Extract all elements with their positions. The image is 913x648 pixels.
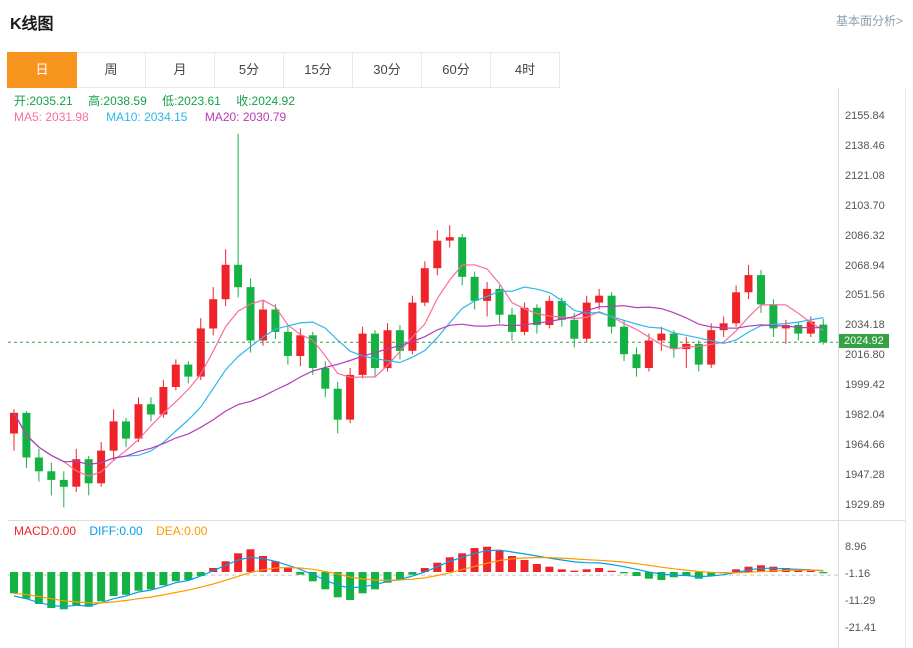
price-tick: 1999.42 bbox=[845, 379, 885, 391]
tab-30min[interactable]: 30分 bbox=[352, 52, 422, 88]
main-chart-canvas[interactable] bbox=[8, 88, 838, 520]
price-tick: 2051.56 bbox=[845, 289, 885, 301]
price-tick: 2068.94 bbox=[845, 260, 885, 272]
tab-4hour[interactable]: 4时 bbox=[490, 52, 560, 88]
tab-5min[interactable]: 5分 bbox=[214, 52, 284, 88]
open-value: 开:2035.21 bbox=[14, 94, 73, 108]
high-value: 高:2038.59 bbox=[88, 94, 147, 108]
tab-month[interactable]: 月 bbox=[145, 52, 215, 88]
macd-panel[interactable]: MACD:0.00 DIFF:0.00 DEA:0.00 bbox=[8, 520, 838, 648]
page-title: K线图 bbox=[10, 16, 54, 33]
ma5-value: MA5: 2031.98 bbox=[14, 110, 89, 124]
macd-chart-canvas[interactable] bbox=[8, 520, 838, 648]
macd-tick: -11.29 bbox=[845, 595, 876, 607]
low-value: 低:2023.61 bbox=[162, 94, 221, 108]
price-tick: 2138.46 bbox=[845, 140, 885, 152]
macd-value: MACD:0.00 bbox=[14, 524, 77, 538]
dea-value: DEA:0.00 bbox=[156, 524, 208, 538]
price-tick: 1929.89 bbox=[845, 499, 885, 511]
price-axis: 2155.84 2138.46 2121.08 2103.70 2086.32 2068.… bbox=[838, 88, 906, 648]
candlestick-chart[interactable]: 开:2035.21 高:2038.59 低:2023.61 收:2024.92 … bbox=[8, 88, 838, 520]
close-value: 收:2024.92 bbox=[236, 94, 295, 108]
header: K线图 基本面分析> bbox=[0, 0, 913, 52]
price-tick: 2086.32 bbox=[845, 230, 885, 242]
tab-week[interactable]: 周 bbox=[76, 52, 146, 88]
ma20-value: MA20: 2030.79 bbox=[204, 110, 287, 124]
price-tick: 2121.08 bbox=[845, 170, 885, 182]
fundamental-analysis-link[interactable]: 基本面分析> bbox=[835, 14, 903, 28]
tab-day[interactable]: 日 bbox=[7, 52, 77, 88]
price-tick: 2034.18 bbox=[845, 319, 885, 331]
price-tick: 1964.66 bbox=[845, 439, 885, 451]
price-tick: 2103.70 bbox=[845, 200, 885, 212]
macd-tick: -1.16 bbox=[845, 568, 871, 580]
ma10-value: MA10: 2034.15 bbox=[106, 110, 188, 124]
ma-readout: MA5: 2031.98 MA10: 2034.15 MA20: 2030.79 bbox=[14, 110, 300, 124]
tab-15min[interactable]: 15分 bbox=[283, 52, 353, 88]
price-tick: 1947.28 bbox=[845, 469, 885, 481]
ohlc-readout: 开:2035.21 高:2038.59 低:2023.61 收:2024.92 bbox=[14, 92, 307, 109]
current-price-tag: 2024.92 bbox=[839, 334, 889, 348]
period-tabs: 日 周 月 5分 15分 30分 60分 4时 bbox=[0, 52, 913, 88]
diff-value: DIFF:0.00 bbox=[89, 524, 143, 538]
price-tick: 2155.84 bbox=[845, 110, 885, 122]
macd-tick: -21.41 bbox=[845, 622, 877, 634]
macd-tick: 8.96 bbox=[845, 541, 867, 553]
price-tick: 1982.04 bbox=[845, 409, 885, 421]
macd-readout: MACD:0.00 DIFF:0.00 DEA:0.00 bbox=[14, 524, 217, 538]
panel-divider bbox=[8, 520, 905, 521]
tab-60min[interactable]: 60分 bbox=[421, 52, 491, 88]
chart-area: 开:2035.21 高:2038.59 低:2023.61 收:2024.92 … bbox=[8, 88, 906, 648]
price-tick: 2016.80 bbox=[845, 349, 885, 361]
